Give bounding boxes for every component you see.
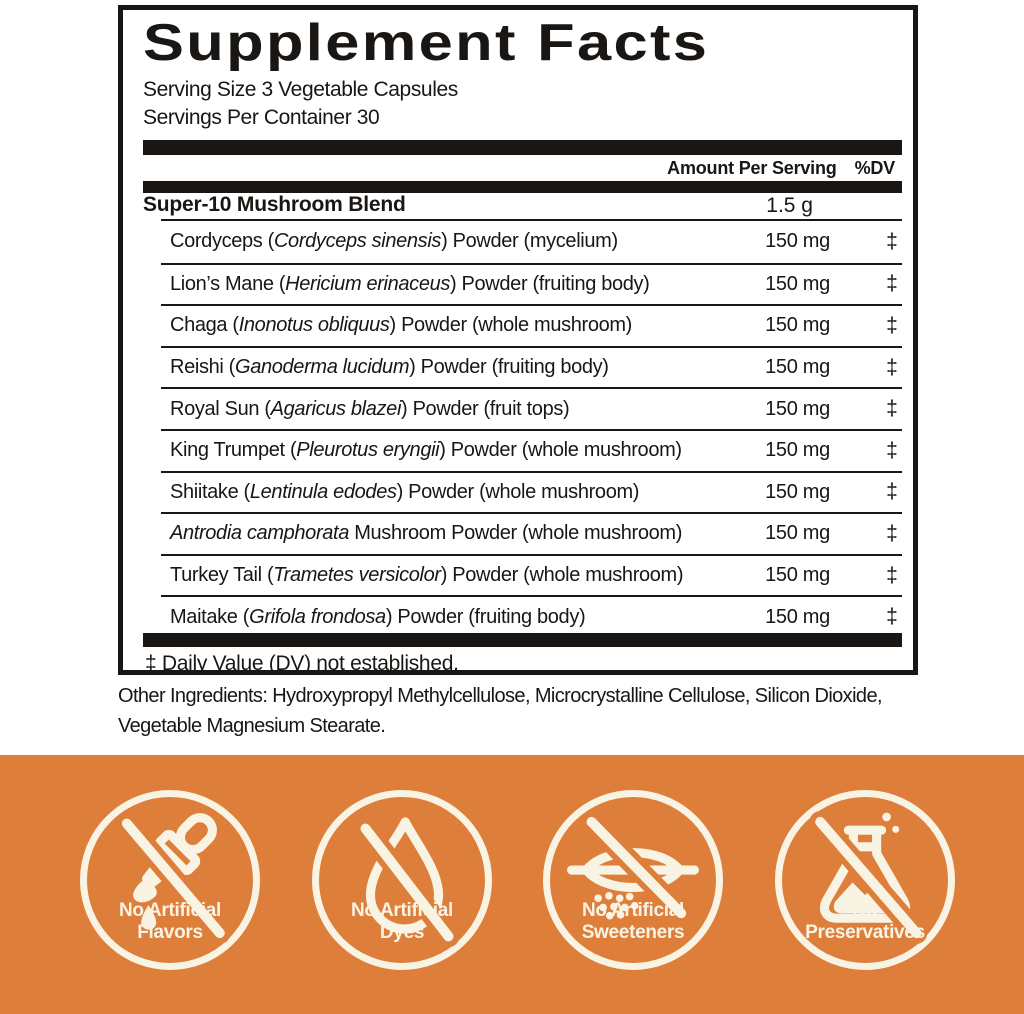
blend-name: Super-10 Mushroom Blend: [143, 193, 406, 216]
ingredient-row: Shiitake (Lentinula edodes) Powder (whol…: [161, 470, 902, 513]
ingredient-amount: 150 mg: [765, 397, 830, 420]
ingredient-dv: ‡: [886, 229, 898, 253]
column-header-row: Amount Per Serving %DV: [143, 157, 902, 179]
ingredient-dv: ‡: [886, 272, 898, 296]
serving-size: Serving Size 3 Vegetable Capsules: [143, 78, 458, 101]
badge-label: No Artificial Sweeteners: [581, 900, 685, 943]
ingredient-row: Antrodia camphorata Mushroom Powder (who…: [161, 512, 902, 554]
ingredient-amount: 150 mg: [765, 272, 830, 295]
no-artificial-flavors-icon: [116, 812, 231, 944]
ingredient-row: Cordyceps (Cordyceps sinensis) Powder (m…: [161, 221, 902, 263]
badge-no-artificial-sweeteners: No Artificial Sweeteners: [543, 790, 723, 970]
ingredient-rows: Cordyceps (Cordyceps sinensis) Powder (m…: [161, 221, 902, 637]
badge-no-artificial-dyes: No Artificial Dyes: [312, 790, 492, 970]
ingredient-row: Reishi (Ganoderma lucidum) Powder (fruit…: [161, 345, 902, 388]
blend-separator: [161, 219, 902, 221]
ingredient-name: Cordyceps (Cordyceps sinensis) Powder (m…: [170, 230, 618, 253]
ingredient-dv: ‡: [886, 313, 898, 337]
ingredient-amount: 150 mg: [765, 439, 830, 462]
ingredient-dv: ‡: [886, 355, 898, 379]
ingredient-name: Chaga (Inonotus obliquus) Powder (whole …: [170, 314, 632, 337]
blend-amount: 1.5 g: [766, 194, 813, 217]
badge-label: No Preservatives: [805, 900, 925, 943]
blend-row: Super-10 Mushroom Blend 1.5 g: [143, 193, 902, 219]
badge-label: No Artificial Flavors: [118, 900, 222, 943]
ingredient-name: Turkey Tail (Trametes versicolor) Powder…: [170, 564, 684, 587]
divider-bar-bottom: [143, 633, 902, 647]
ingredient-name: Royal Sun (Agaricus blazei) Powder (frui…: [170, 397, 570, 420]
ingredient-name: King Trumpet (Pleurotus eryngii) Powder …: [170, 439, 682, 462]
ingredient-name: Shiitake (Lentinula edodes) Powder (whol…: [170, 480, 640, 503]
ingredient-amount: 150 mg: [765, 356, 830, 379]
ingredient-row: Maitake (Grifola frondosa) Powder (fruit…: [161, 595, 902, 637]
ingredient-dv: ‡: [886, 605, 898, 629]
ingredient-dv: ‡: [886, 480, 898, 504]
column-header-dv: %DV: [854, 157, 896, 178]
ingredient-amount: 150 mg: [765, 605, 830, 628]
divider-bar-mid: [143, 181, 902, 193]
servings-per-container: Servings Per Container 30: [143, 106, 380, 129]
ingredient-row: Chaga (Inonotus obliquus) Powder (whole …: [161, 304, 902, 346]
ingredient-row: Turkey Tail (Trametes versicolor) Powder…: [161, 553, 902, 596]
badge-no-preservatives: No Preservatives: [775, 790, 955, 970]
ingredient-amount: 150 mg: [765, 480, 830, 503]
ingredient-amount: 150 mg: [765, 522, 830, 545]
no-artificial-dyes-icon: [354, 817, 460, 948]
ingredient-row: Lion’s Mane (Hericium erinaceus) Powder …: [161, 262, 902, 305]
ingredient-amount: 150 mg: [765, 230, 830, 253]
badge-no-artificial-flavors: No Artificial Flavors: [80, 790, 260, 970]
ingredient-dv: ‡: [886, 521, 898, 545]
divider-bar-top: [143, 140, 902, 155]
ingredient-row: King Trumpet (Pleurotus eryngii) Powder …: [161, 428, 902, 471]
ingredient-amount: 150 mg: [765, 564, 830, 587]
ingredient-dv: ‡: [886, 563, 898, 587]
icon-band: No Artificial Flavors No Artificial Dyes: [0, 755, 1024, 1014]
ingredient-name: Lion’s Mane (Hericium erinaceus) Powder …: [170, 272, 650, 295]
other-ingredients: Other Ingredients: Hydroxypropyl Methylc…: [118, 685, 883, 737]
ingredient-dv: ‡: [886, 397, 898, 421]
no-artificial-sweeteners-icon: [567, 811, 699, 924]
ingredient-row: Royal Sun (Agaricus blazei) Powder (frui…: [161, 387, 902, 429]
panel-title: Supplement Facts: [143, 14, 710, 72]
ingredient-amount: 150 mg: [765, 314, 830, 337]
ingredient-name: Reishi (Ganoderma lucidum) Powder (fruit…: [170, 356, 609, 379]
ingredient-name: Maitake (Grifola frondosa) Powder (fruit…: [170, 605, 586, 628]
daily-value-footnote: ‡ Daily Value (DV) not established.: [145, 652, 459, 675]
ingredient-name: Antrodia camphorata Mushroom Powder (who…: [170, 522, 683, 545]
supplement-facts-panel: Supplement Facts Serving Size 3 Vegetabl…: [118, 5, 918, 675]
no-preservatives-icon: [809, 811, 928, 944]
badge-label: No Artificial Dyes: [350, 900, 454, 943]
ingredient-dv: ‡: [886, 438, 898, 462]
column-header-amount: Amount Per Serving: [667, 157, 837, 178]
